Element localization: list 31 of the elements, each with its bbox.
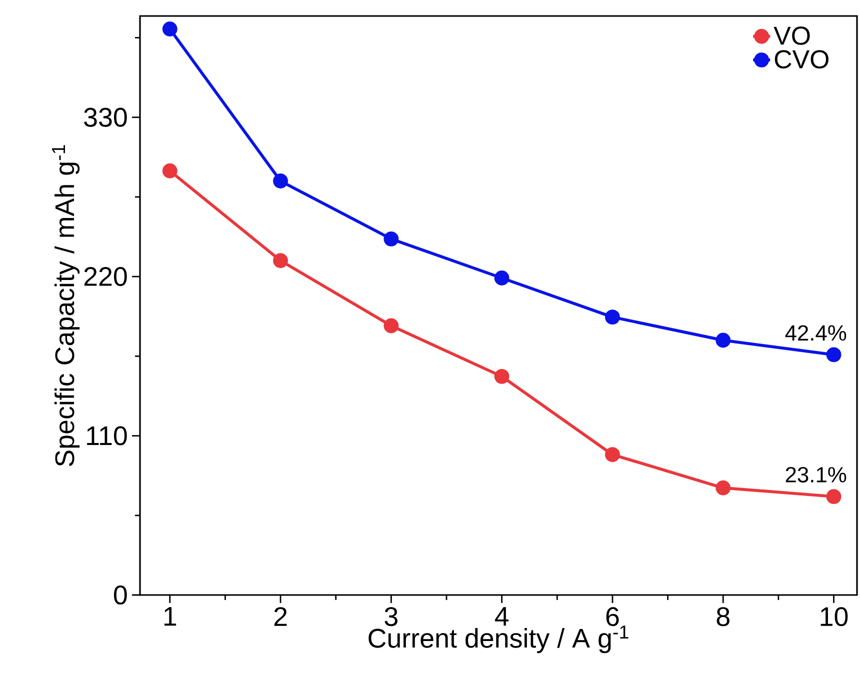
x-tick-label: 8 (716, 607, 730, 626)
legend-label: VO (774, 26, 810, 45)
x-axis-title: Current density / A g$^{-1}$ (368, 626, 628, 654)
point (716, 480, 731, 496)
x-tick-label: 10 (820, 607, 848, 626)
x-tick-label: 2 (274, 607, 287, 626)
y-axis-title: Specific Capacity / mAh g$^{-1}$ (52, 145, 80, 466)
point (162, 22, 178, 36)
point (162, 163, 178, 178)
annotation: 23.1% (786, 466, 846, 482)
point (826, 489, 842, 504)
point (716, 332, 731, 348)
y-tick-label: 330 (84, 108, 127, 127)
y-tick-label: 0 (114, 585, 127, 605)
point (494, 270, 510, 286)
y-tick-label: 110 (87, 426, 127, 446)
point (273, 253, 288, 268)
point (826, 347, 842, 362)
x-tick-label: 4 (494, 607, 509, 626)
point (604, 310, 620, 325)
y-tick-label: 220 (84, 267, 127, 286)
point (273, 174, 288, 188)
annotation: 42.4% (785, 325, 846, 341)
point (384, 318, 399, 334)
x-tick-label: 1 (164, 607, 176, 626)
point (604, 447, 620, 462)
x-tick-label: 3 (384, 607, 398, 626)
x-tick-label: 6 (606, 607, 619, 626)
point (384, 231, 399, 246)
legend-label: CVO (774, 50, 828, 68)
point (494, 368, 510, 384)
